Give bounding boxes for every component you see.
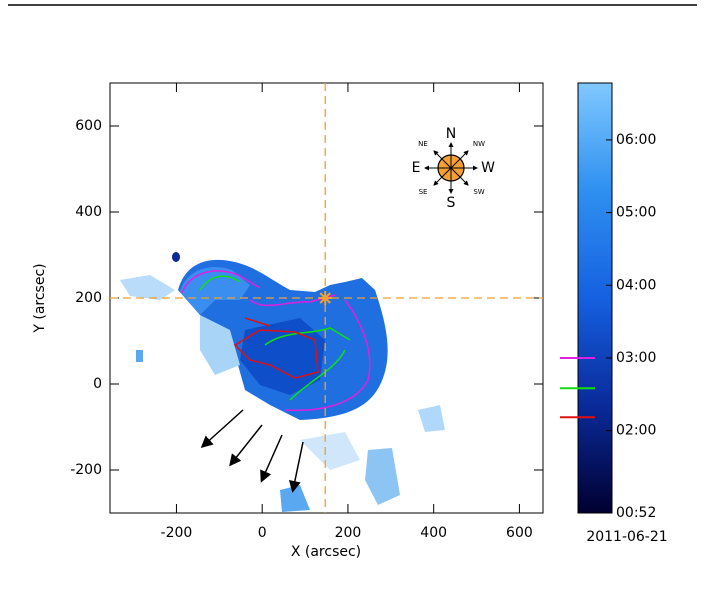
x-tick-label: 600 [506,525,533,541]
x-tick-label: 0 [258,525,267,541]
colorbar-tick-label: 00:52 [616,505,656,521]
y-tick-label: 200 [75,290,102,306]
x-tick-label: -200 [161,525,193,541]
colorbar-tick-label: 06:00 [616,132,656,148]
compass-label: SW [473,188,484,196]
colorbar-date: 2011-06-21 [586,529,667,545]
flare-marker [318,291,333,305]
compass-label: SE [419,188,428,196]
colorbar-tick-label: 02:00 [616,423,656,439]
y-tick-label: 600 [75,118,102,134]
compass-label: E [412,160,421,176]
compass-label: NW [473,140,485,148]
motion-arrows [200,409,304,493]
compass-label: N [446,126,456,142]
x-tick-label: 400 [420,525,447,541]
colorbar-tick-label: 05:00 [616,205,656,221]
y-tick-label: 0 [93,376,102,392]
x-tick-label: 200 [335,525,362,541]
colorbar-tick-label: 04:00 [616,277,656,293]
colorbar-tick-label: 03:00 [616,350,656,366]
y-axis-label: Y (arcsec) [32,263,48,333]
compass-label: W [481,160,495,176]
compass [424,142,478,194]
y-tick-label: 400 [75,204,102,220]
compass-label: NE [418,140,428,148]
x-axis-label: X (arcsec) [291,544,361,560]
colorbar [577,82,613,514]
y-tick-label: -200 [70,462,102,478]
emission-map [120,252,445,512]
compass-label: S [447,195,456,211]
